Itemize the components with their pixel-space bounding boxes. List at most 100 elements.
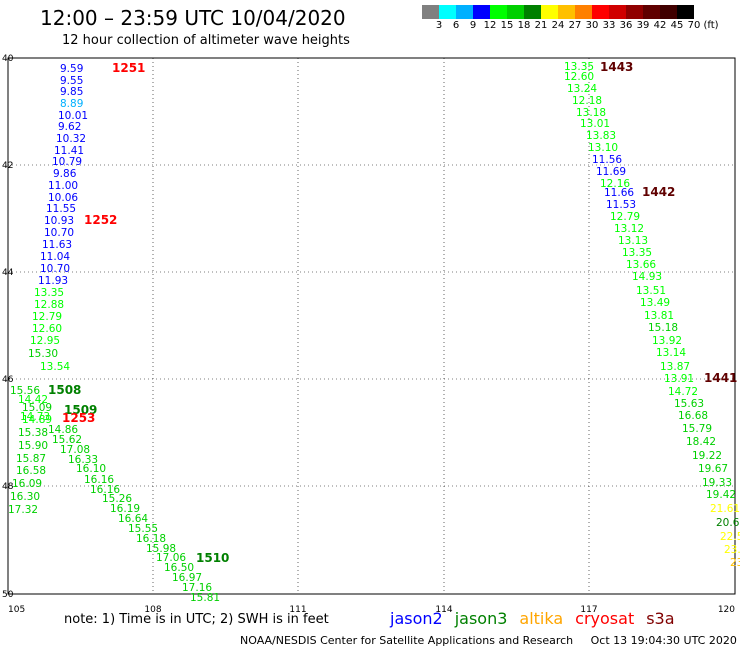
wave-height-value: 12.88 [34, 299, 64, 311]
wave-height-value: 16.58 [16, 465, 46, 477]
wave-height-value: 13.18 [576, 107, 606, 119]
wave-height-value: 13.54 [40, 361, 70, 373]
wave-height-value: 15.55 [128, 523, 158, 535]
lat-tick-label: 42 [2, 161, 13, 171]
wave-height-value: 11.66 [604, 187, 634, 199]
wave-height-value: 16.16 [90, 484, 120, 496]
legend-swatch [422, 5, 439, 19]
legend-label: (ft) [703, 20, 719, 31]
satellite-altika: altika [519, 609, 564, 628]
map-grid [7, 57, 736, 595]
lat-tick-label: 40 [2, 54, 14, 64]
wave-height-value: 23. [730, 557, 740, 569]
wave-height-value: 15.90 [18, 440, 48, 452]
track-number-label: 1443 [600, 60, 633, 74]
wave-height-value: 14.42 [18, 394, 48, 406]
wave-height-value: 17.32 [8, 504, 38, 516]
wave-height-value: 12.79 [610, 211, 640, 223]
wave-height-value: 10.70 [44, 227, 74, 239]
wave-height-value: 15.62 [52, 434, 82, 446]
wave-height-value: 13.12 [614, 223, 644, 235]
legend-label: 70 [687, 20, 701, 31]
wave-height-value: 11.93 [38, 275, 68, 287]
legend-swatch [575, 5, 592, 19]
footer-agency: NOAA/NESDIS Center for Satellite Applica… [240, 634, 574, 647]
wave-height-value: 23. [724, 544, 740, 556]
wave-height-value: 14.73 [20, 411, 50, 423]
wave-height-value: 16.64 [118, 513, 148, 525]
lon-tick-label: 105 [8, 605, 25, 615]
wave-height-value: 19.67 [698, 463, 728, 475]
wave-height-value: 19.22 [692, 450, 722, 462]
wave-height-value: 9.59 [60, 63, 83, 75]
legend-label: 15 [500, 20, 514, 31]
track-number-label: 1251 [112, 61, 145, 75]
wave-height-value: 12.79 [32, 311, 62, 323]
legend-label: 36 [619, 20, 633, 31]
wave-height-value: 15.26 [102, 493, 132, 505]
wave-height-value: 10.01 [58, 110, 88, 122]
legend-swatch [558, 5, 575, 19]
legend-labels: 3 6 9 12 15 18 21 24 27 30 33 36 39 42 45 70 (ft) [422, 19, 719, 33]
wave-height-value: 13.35 [34, 287, 64, 299]
legend-swatch [507, 5, 524, 19]
legend-label: 42 [653, 20, 667, 31]
wave-height-value: 11.56 [592, 154, 622, 166]
wave-height-value: 13.81 [644, 310, 674, 322]
track-number-label: 1509 [64, 403, 97, 417]
lat-tick-label: 44 [2, 268, 14, 278]
legend-label: 39 [636, 20, 650, 31]
wave-height-value: 12.18 [572, 95, 602, 107]
wave-height-value: 13.35 [564, 61, 594, 73]
track-number-label: 1510 [196, 551, 229, 565]
satellite-legend: jason2 jason3 altika cryosat s3a [390, 609, 687, 628]
lon-tick-label: 120 [718, 605, 735, 615]
satellite-jason2: jason2 [390, 609, 443, 628]
wave-height-value: 10.93 [44, 215, 74, 227]
wave-height-value: 11.63 [42, 239, 72, 251]
wave-height-value: 15.38 [18, 427, 48, 439]
wave-height-value: 11.53 [606, 199, 636, 211]
wave-height-value: 14.93 [632, 271, 662, 283]
legend-label: 27 [568, 20, 582, 31]
track-number-label: 1252 [84, 213, 117, 227]
wave-height-value: 21.61 [710, 503, 740, 515]
legend-swatch [592, 5, 609, 19]
track-number-label: 1441 [704, 371, 737, 385]
legend-label: 30 [585, 20, 599, 31]
wave-height-value: 10.70 [40, 263, 70, 275]
wave-height-value: 15.98 [146, 543, 176, 555]
legend-label: 45 [670, 20, 684, 31]
legend-label: 12 [483, 20, 497, 31]
wave-height-value: 13.35 [622, 247, 652, 259]
map-frame [7, 57, 736, 595]
track-number-label: 1253 [62, 411, 95, 425]
wave-height-value: 13.92 [652, 335, 682, 347]
legend-swatch [660, 5, 677, 19]
axis-ticks: 105 108 111 114 117 120 40 42 44 46 48 50 [2, 54, 735, 615]
lat-tick-label: 50 [2, 590, 14, 600]
legend-swatch [609, 5, 626, 19]
footnote: note: 1) Time is in UTC; 2) SWH is in fe… [64, 612, 329, 627]
wave-height-value: 13.66 [626, 259, 656, 271]
wave-height-value: 9.55 [60, 75, 83, 87]
wave-height-value: 16.16 [84, 474, 114, 486]
wave-height-value: 15.56 [10, 385, 40, 397]
legend-label: 21 [534, 20, 548, 31]
wave-height-value: 13.51 [636, 285, 666, 297]
legend-swatch [456, 5, 473, 19]
satellite-s3a: s3a [646, 609, 675, 628]
wave-height-value: 17.16 [182, 582, 212, 594]
legend-swatch [626, 5, 643, 19]
wave-height-value: 9.62 [58, 121, 81, 133]
lon-tick-label: 114 [435, 605, 452, 615]
legend-label: 3 [435, 20, 443, 31]
color-legend: 3 6 9 12 15 18 21 24 27 30 33 36 39 42 45 70 (ft) [422, 5, 719, 33]
legend-label: 18 [517, 20, 531, 31]
wave-height-value: 17.08 [60, 444, 90, 456]
wave-height-value: 15.63 [674, 398, 704, 410]
wave-height-value: 13.91 [664, 373, 694, 385]
wave-height-value: 13.83 [586, 130, 616, 142]
wave-height-value: 10.79 [52, 156, 82, 168]
